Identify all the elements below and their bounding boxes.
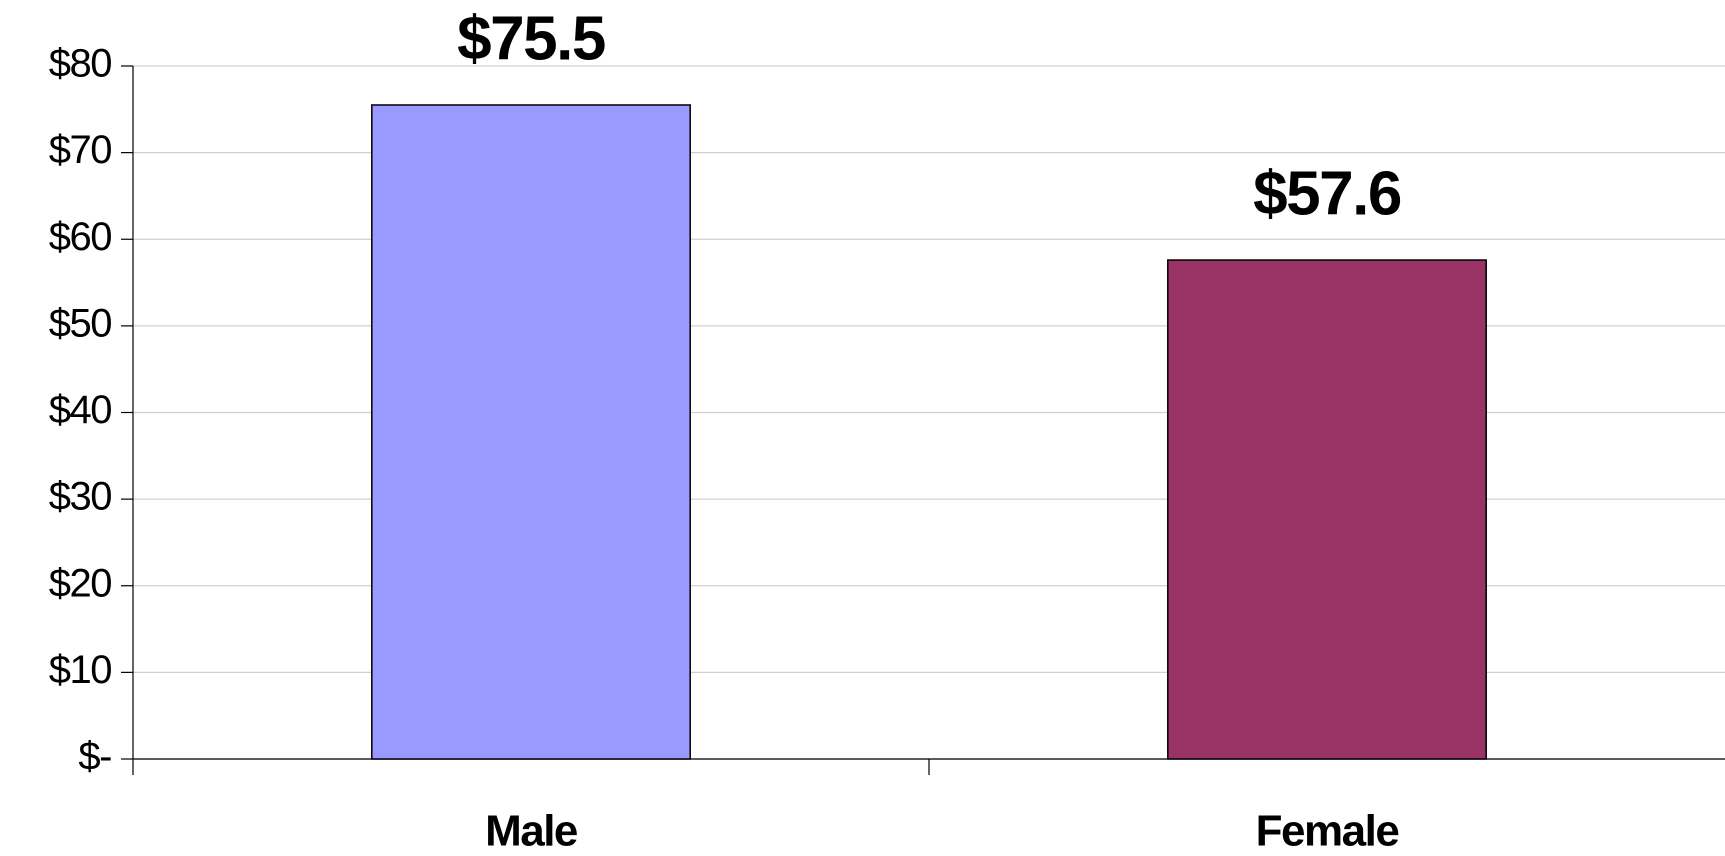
y-tick-label: $20 [49,561,111,605]
x-tick-label: Male [485,807,577,856]
bar [371,104,691,760]
y-tick-label: $80 [49,42,111,86]
y-tick-label: $40 [49,388,111,432]
data-label: $75.5 [457,4,605,73]
y-tick-label: $10 [49,648,111,692]
y-tick-label: $- [78,735,111,779]
x-tick-label: Female [1256,807,1399,856]
y-tick-label: $70 [49,128,111,172]
y-tick-label: $60 [49,215,111,259]
bar [1167,259,1487,760]
data-label: $57.6 [1253,159,1401,228]
y-tick-label: $30 [49,475,111,519]
y-tick-label: $50 [49,301,111,345]
